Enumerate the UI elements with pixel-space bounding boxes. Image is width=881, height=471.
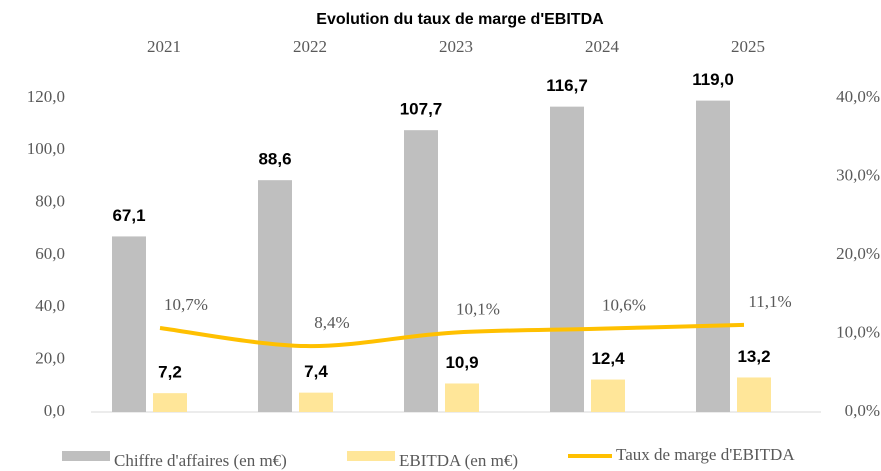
y2-tick-label: 10,0% [836, 322, 880, 341]
legend-label: Taux de marge d'EBITDA [616, 445, 795, 464]
y2-tick-label: 30,0% [836, 165, 880, 184]
line [159, 322, 745, 349]
y-tick-label: 20,0 [35, 349, 65, 368]
y-tick-label: 120,0 [27, 87, 65, 106]
bar [550, 106, 584, 412]
bar-label: 119,0 [692, 70, 734, 89]
y2-tick-label: 0,0% [845, 401, 880, 420]
x-tick-label: 2021 [147, 37, 181, 56]
x-tick-label: 2023 [439, 37, 473, 56]
chart-title: Evolution du taux de marge d'EBITDA [316, 11, 604, 28]
line-label: 10,6% [602, 296, 646, 315]
line-label: 8,4% [314, 313, 349, 332]
bar-label: 116,7 [546, 76, 588, 95]
bar [299, 392, 333, 412]
line-label: 10,7% [164, 295, 208, 314]
legend-label: Chiffre d'affaires (en m€) [114, 451, 287, 470]
bar [696, 100, 730, 412]
x-tick-label: 2024 [585, 37, 620, 56]
line-label: 10,1% [456, 300, 500, 319]
y-tick-label: 60,0 [35, 244, 65, 263]
bar [445, 383, 479, 412]
bar [112, 236, 146, 412]
bar-label: 7,4 [304, 362, 328, 381]
bar-label: 107,7 [400, 100, 443, 119]
x-tick-label: 2022 [293, 37, 327, 56]
bar-label: 67,1 [112, 206, 145, 225]
bar [591, 379, 625, 412]
y-tick-label: 40,0 [35, 296, 65, 315]
y-tick-label: 100,0 [27, 139, 65, 158]
bar-label: 13,2 [737, 347, 770, 366]
bar [153, 393, 187, 412]
y2-tick-label: 20,0% [836, 244, 880, 263]
bar-label: 7,2 [158, 363, 182, 382]
x-tick-label: 2025 [731, 37, 765, 56]
legend-swatch [347, 451, 395, 461]
bar [258, 180, 292, 412]
y-tick-label: 0,0 [44, 401, 65, 420]
legend-label: EBITDA (en m€) [399, 451, 518, 470]
bar-label: 10,9 [445, 353, 478, 372]
line-label: 11,1% [748, 292, 791, 311]
y-tick-label: 80,0 [35, 192, 65, 211]
bar [404, 130, 438, 412]
bar-label: 88,6 [258, 150, 291, 169]
bar-label: 12,4 [591, 349, 625, 368]
y2-tick-label: 40,0% [836, 87, 880, 106]
legend-swatch [62, 451, 110, 461]
bar [737, 377, 771, 412]
